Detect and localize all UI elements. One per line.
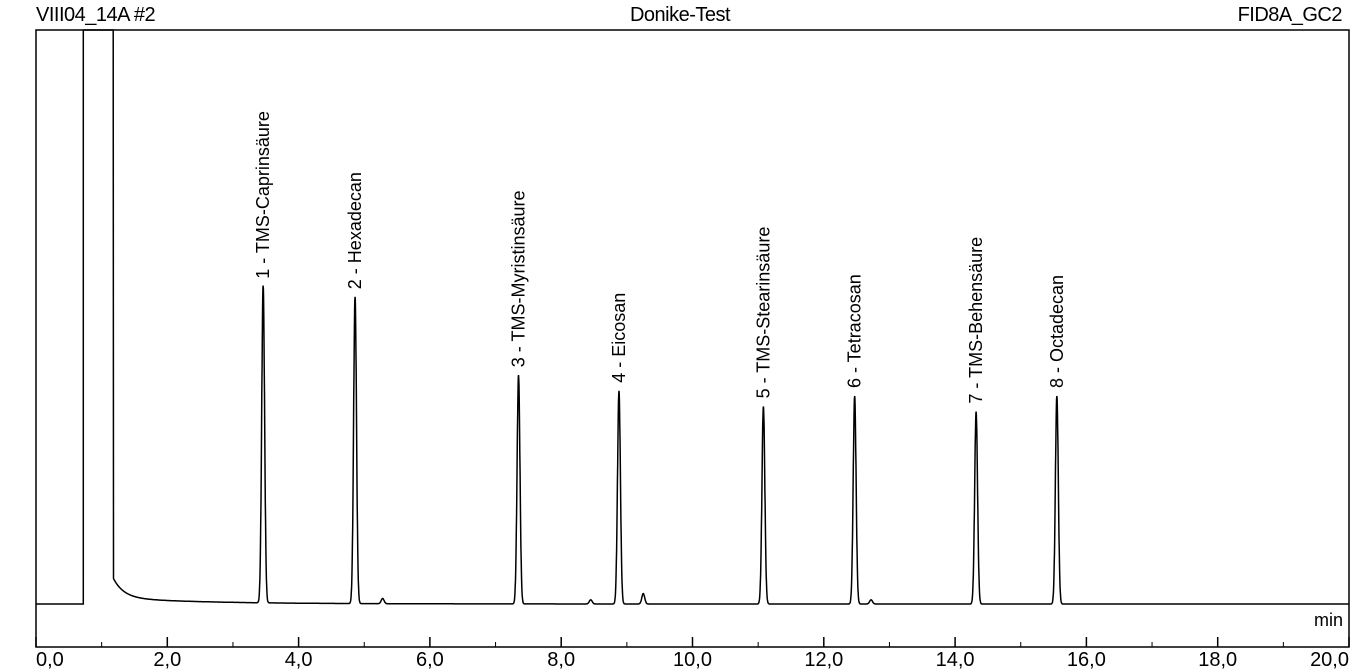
x-tick-label: 12,0 bbox=[804, 649, 843, 670]
peak-labels: 1 - TMS-Caprinsäure 2 - Hexadecan 3 - TMS-… bbox=[253, 111, 1067, 404]
x-tick-label: 20,0 bbox=[1310, 649, 1349, 670]
peak-label: 6 - Tetracosan bbox=[845, 274, 865, 388]
x-tick-label: 6,0 bbox=[416, 649, 444, 670]
chart-title: Donike-Test bbox=[629, 4, 731, 26]
detector-label: FID8A_GC2 bbox=[1237, 4, 1343, 26]
peak-label: 2 - Hexadecan bbox=[345, 172, 365, 289]
plot-frame bbox=[35, 29, 1350, 648]
peak-label: 5 - TMS-Stearinsäure bbox=[753, 227, 773, 399]
x-tick-label: 8,0 bbox=[547, 649, 575, 670]
x-tick-label: 4,0 bbox=[285, 649, 313, 670]
x-tick-label: 16,0 bbox=[1067, 649, 1106, 670]
x-tick-label: 0,0 bbox=[36, 649, 64, 670]
peak-label: 1 - TMS-Caprinsäure bbox=[253, 111, 273, 279]
x-axis: 0,0 2,0 4,0 6,0 8,0 10,0 12,0 14,0 16,0 18,0 20,0 bbox=[35, 637, 1350, 670]
chromatogram-trace bbox=[36, 29, 1349, 605]
x-axis-unit-label: min bbox=[1314, 610, 1343, 630]
peak-label: 8 - Octadecan bbox=[1047, 275, 1067, 388]
peak-label: 4 - Eicosan bbox=[609, 293, 629, 383]
peak-label: 3 - TMS-Myristinsäure bbox=[509, 190, 529, 367]
sample-id-label: VIII04_14A #2 bbox=[36, 4, 156, 26]
x-tick-label: 14,0 bbox=[936, 649, 975, 670]
x-tick-label: 10,0 bbox=[673, 649, 712, 670]
x-tick-label: 18,0 bbox=[1198, 649, 1237, 670]
peak-label: 7 - TMS-Behensäure bbox=[966, 237, 986, 404]
x-tick-label: 2,0 bbox=[153, 649, 181, 670]
